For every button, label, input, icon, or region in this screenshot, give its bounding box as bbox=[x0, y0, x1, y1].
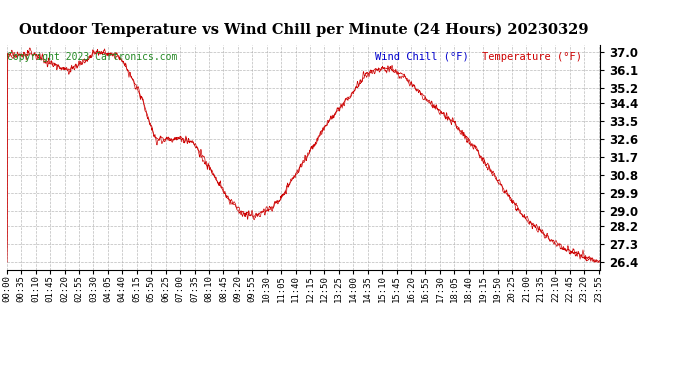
Text: Temperature (°F): Temperature (°F) bbox=[482, 52, 582, 62]
Text: Outdoor Temperature vs Wind Chill per Minute (24 Hours) 20230329: Outdoor Temperature vs Wind Chill per Mi… bbox=[19, 22, 589, 37]
Text: Wind Chill (°F): Wind Chill (°F) bbox=[375, 52, 469, 62]
Text: Copyright 2023 Cartronics.com: Copyright 2023 Cartronics.com bbox=[8, 52, 178, 62]
